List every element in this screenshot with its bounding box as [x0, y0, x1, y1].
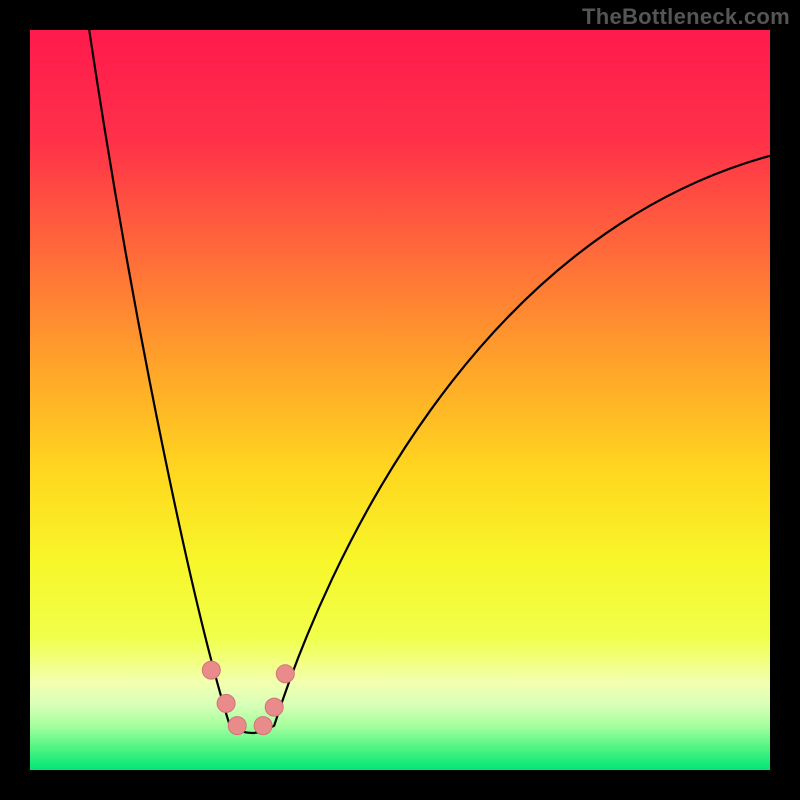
watermark-text: TheBottleneck.com: [582, 4, 790, 30]
curve-marker: [265, 698, 283, 716]
curve-marker: [276, 665, 294, 683]
chart-stage: TheBottleneck.com: [0, 0, 800, 800]
chart-background: [30, 30, 770, 770]
bottleneck-chart-svg: [0, 0, 800, 800]
curve-marker: [202, 661, 220, 679]
curve-marker: [217, 694, 235, 712]
curve-marker: [228, 717, 246, 735]
curve-marker: [254, 717, 272, 735]
